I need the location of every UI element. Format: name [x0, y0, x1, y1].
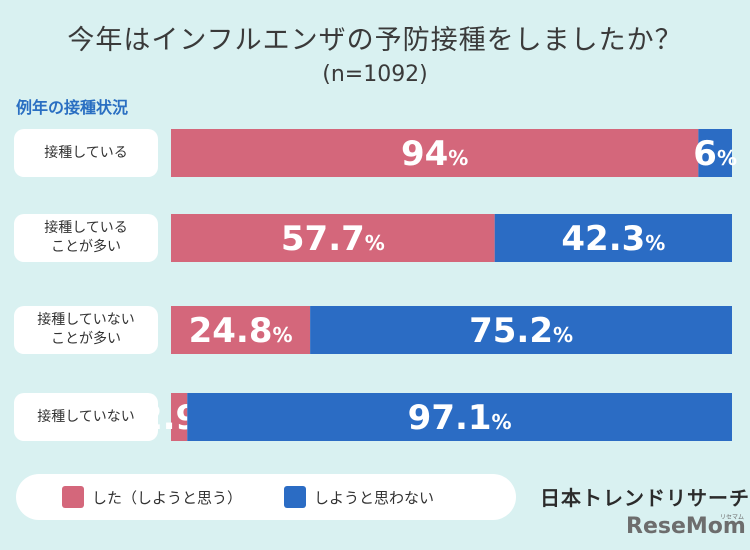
stacked-bar-chart: 94%6%57.7%42.3%24.8%75.2%2.9%97.1% [139, 129, 737, 441]
bar-label-3-series-1: 97.1% [408, 398, 512, 438]
bar-2-series-0 [171, 306, 311, 354]
bar-label-0-series-1: 6% [693, 134, 737, 174]
bar-0-series-0 [171, 129, 699, 177]
bar-label-0-series-0: 94% [401, 134, 468, 174]
row-label-2: 接種していない ことが多い [14, 306, 158, 354]
bar-3-series-0 [171, 393, 188, 441]
row-label-1: 接種している ことが多い [14, 214, 158, 262]
resemom-logo-sub: リセマム [720, 514, 745, 521]
bar-2-series-1 [310, 306, 732, 354]
resemom-logo: ReseMom [626, 514, 746, 539]
legend: した（しようと思う） しようと思わない [16, 474, 516, 520]
section-label: 例年の接種状況 [16, 98, 129, 117]
bar-label-2-series-0: 24.8% [189, 311, 293, 351]
brand-name: 日本トレンドリサーチ [540, 486, 750, 510]
bar-1-series-0 [171, 214, 495, 262]
bar-label-1-series-0: 57.7% [281, 219, 385, 259]
chart-title: 今年はインフルエンザの予防接種をしましたか？ [67, 25, 683, 56]
legend-label-did: した（しようと思う） [92, 489, 243, 507]
bar-1-series-1 [494, 214, 732, 262]
legend-swatch-did-not [284, 486, 306, 508]
bar-label-2-series-1: 75.2% [469, 311, 573, 351]
row-label-3: 接種していない [14, 393, 158, 441]
chart-subtitle: (n=1092) [322, 62, 428, 87]
bar-3-series-1 [187, 393, 733, 441]
bar-0-series-1 [698, 129, 732, 177]
legend-swatch-did [62, 486, 84, 508]
row-label-0: 接種している [14, 129, 158, 177]
legend-label-did-not: しようと思わない [314, 489, 435, 507]
bar-label-1-series-1: 42.3% [561, 219, 665, 259]
